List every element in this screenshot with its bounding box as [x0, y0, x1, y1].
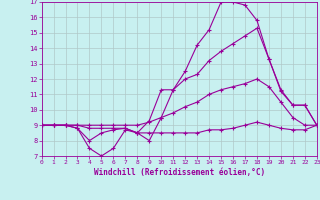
X-axis label: Windchill (Refroidissement éolien,°C): Windchill (Refroidissement éolien,°C) [94, 168, 265, 177]
